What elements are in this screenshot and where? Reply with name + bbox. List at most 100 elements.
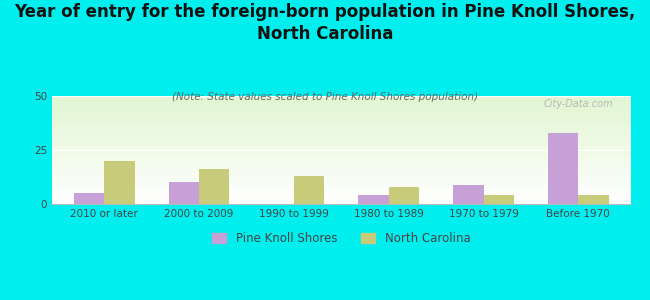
Bar bbox=[52, 100, 630, 101]
Bar bbox=[52, 152, 630, 153]
Bar bbox=[52, 141, 630, 142]
Bar bbox=[52, 144, 630, 145]
Bar bbox=[52, 101, 630, 102]
Bar bbox=[52, 200, 630, 201]
Bar bbox=[52, 98, 630, 99]
Bar bbox=[52, 162, 630, 163]
Text: Year of entry for the foreign-born population in Pine Knoll Shores,
North Caroli: Year of entry for the foreign-born popul… bbox=[14, 3, 636, 43]
Bar bbox=[358, 195, 389, 204]
Bar bbox=[52, 107, 630, 108]
Bar bbox=[52, 139, 630, 140]
Bar bbox=[52, 128, 630, 129]
Bar bbox=[52, 161, 630, 162]
Bar bbox=[52, 102, 630, 103]
Bar bbox=[52, 151, 630, 152]
Bar bbox=[52, 134, 630, 135]
Bar bbox=[52, 185, 630, 186]
Bar bbox=[52, 116, 630, 117]
Bar bbox=[52, 146, 630, 147]
Bar bbox=[52, 119, 630, 120]
Bar bbox=[294, 176, 324, 204]
Bar bbox=[52, 155, 630, 156]
Bar bbox=[52, 110, 630, 111]
Bar bbox=[52, 194, 630, 195]
Bar bbox=[52, 201, 630, 202]
Bar bbox=[52, 120, 630, 121]
Bar bbox=[52, 172, 630, 173]
Bar bbox=[52, 130, 630, 131]
Bar bbox=[52, 97, 630, 98]
Bar bbox=[52, 167, 630, 168]
Bar bbox=[52, 127, 630, 128]
Bar bbox=[52, 154, 630, 155]
Bar bbox=[52, 125, 630, 126]
Bar bbox=[199, 169, 229, 204]
Bar bbox=[52, 142, 630, 143]
Bar bbox=[52, 173, 630, 174]
Bar bbox=[52, 199, 630, 200]
Bar bbox=[52, 149, 630, 150]
Bar bbox=[52, 187, 630, 188]
Bar bbox=[52, 118, 630, 119]
Bar bbox=[52, 156, 630, 157]
Bar bbox=[52, 123, 630, 124]
Bar bbox=[453, 184, 484, 204]
Bar bbox=[52, 129, 630, 130]
Bar bbox=[52, 196, 630, 197]
Bar bbox=[52, 160, 630, 161]
Bar bbox=[52, 158, 630, 159]
Bar bbox=[52, 180, 630, 181]
Bar bbox=[52, 104, 630, 105]
Text: City-Data.com: City-Data.com bbox=[543, 99, 613, 109]
Bar bbox=[52, 133, 630, 134]
Bar bbox=[52, 166, 630, 167]
Bar bbox=[52, 191, 630, 192]
Bar bbox=[52, 106, 630, 107]
Bar bbox=[52, 112, 630, 113]
Bar bbox=[52, 121, 630, 122]
Bar bbox=[52, 186, 630, 187]
Bar bbox=[52, 99, 630, 100]
Bar bbox=[52, 108, 630, 109]
Bar bbox=[52, 198, 630, 199]
Bar bbox=[52, 171, 630, 172]
Bar bbox=[52, 189, 630, 190]
Bar bbox=[52, 138, 630, 139]
Bar bbox=[104, 161, 135, 204]
Bar bbox=[74, 193, 104, 204]
Bar bbox=[52, 117, 630, 118]
Bar bbox=[52, 178, 630, 179]
Bar bbox=[52, 135, 630, 136]
Bar bbox=[52, 168, 630, 169]
Bar bbox=[52, 111, 630, 112]
Bar bbox=[52, 193, 630, 194]
Bar bbox=[52, 170, 630, 171]
Bar bbox=[52, 159, 630, 160]
Bar bbox=[52, 126, 630, 127]
Bar bbox=[52, 181, 630, 182]
Bar bbox=[484, 195, 514, 204]
Bar bbox=[52, 163, 630, 164]
Bar bbox=[52, 105, 630, 106]
Bar bbox=[52, 164, 630, 165]
Bar bbox=[52, 188, 630, 189]
Bar bbox=[52, 184, 630, 185]
Bar bbox=[389, 187, 419, 204]
Bar bbox=[52, 176, 630, 177]
Bar bbox=[52, 197, 630, 198]
Bar bbox=[52, 115, 630, 116]
Bar bbox=[52, 179, 630, 180]
Bar bbox=[52, 136, 630, 137]
Legend: Pine Knoll Shores, North Carolina: Pine Knoll Shores, North Carolina bbox=[207, 227, 475, 250]
Bar bbox=[52, 145, 630, 146]
Bar bbox=[52, 157, 630, 158]
Bar bbox=[52, 169, 630, 170]
Bar bbox=[52, 190, 630, 191]
Bar bbox=[52, 131, 630, 132]
Bar bbox=[52, 153, 630, 154]
Bar bbox=[52, 114, 630, 115]
Bar bbox=[168, 182, 199, 204]
Bar bbox=[52, 174, 630, 175]
Bar bbox=[52, 132, 630, 133]
Bar bbox=[52, 150, 630, 151]
